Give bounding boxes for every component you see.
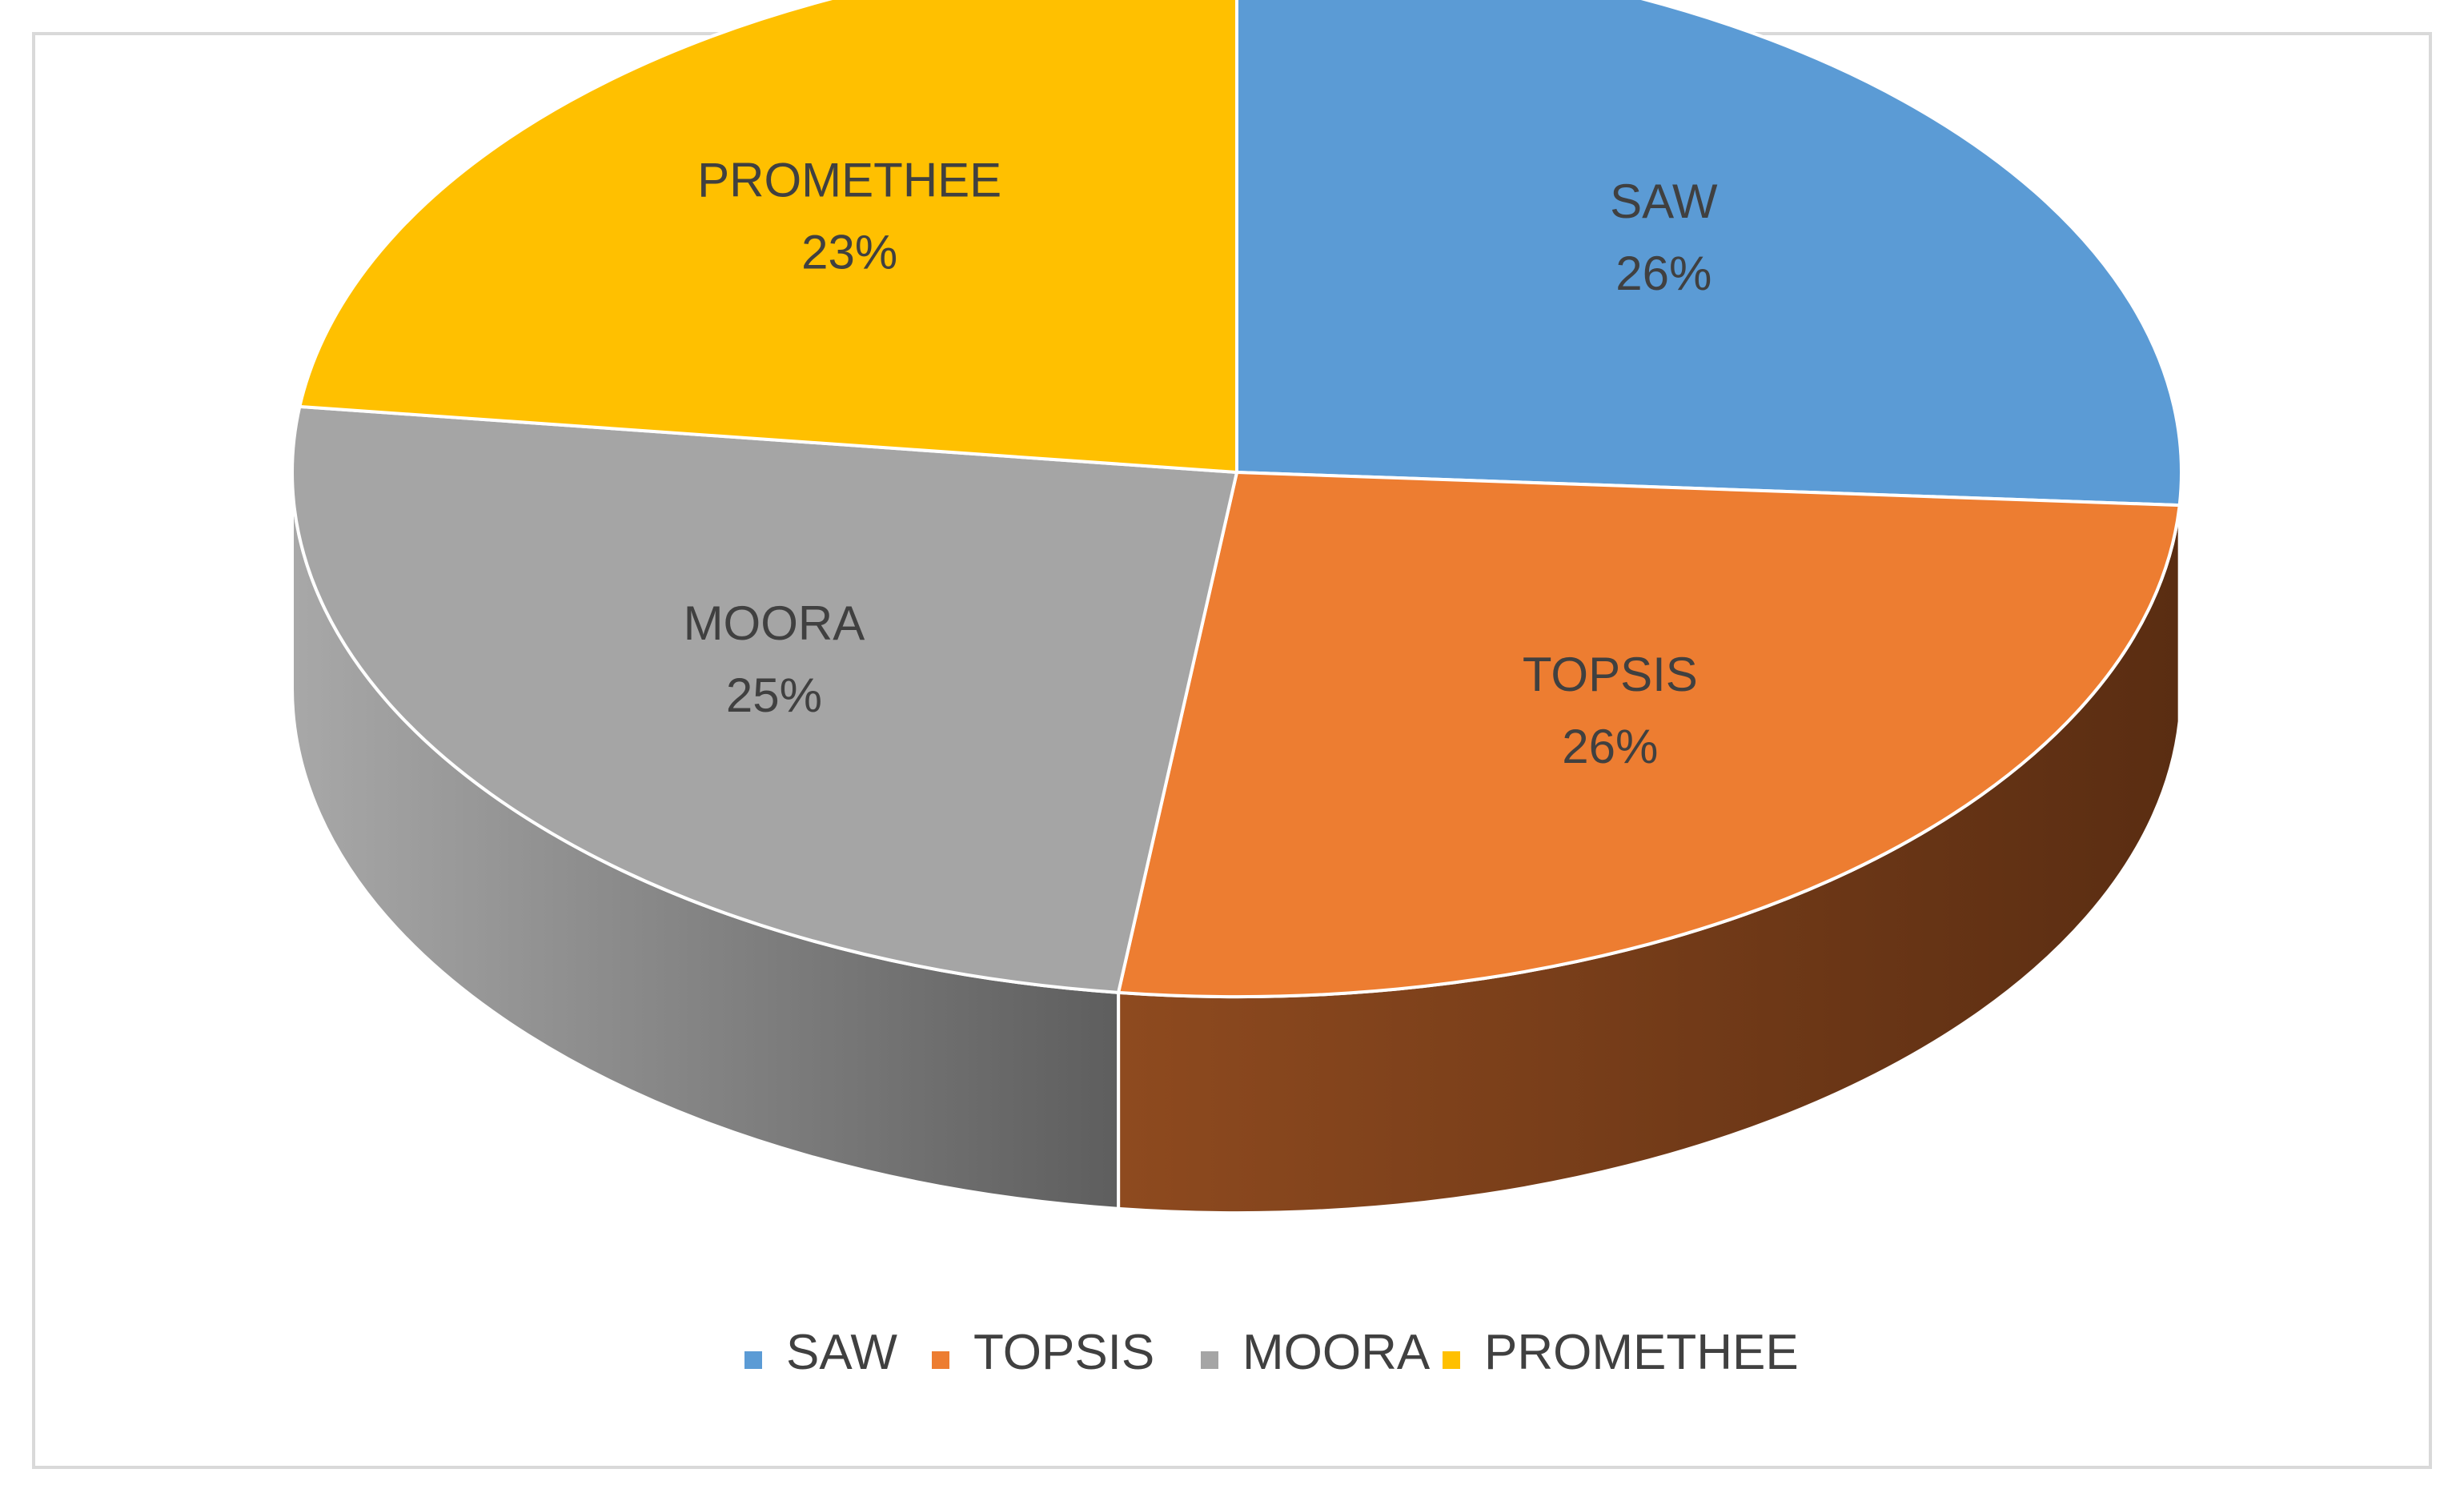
slice-value-topsis: 26% (1562, 720, 1658, 773)
slice-label-promethee: PROMETHEE (697, 153, 1001, 207)
slice-value-moora: 25% (726, 668, 822, 722)
legend-swatch-promethee (1443, 1351, 1460, 1369)
legend-swatch-saw (744, 1351, 762, 1369)
legend-swatch-topsis (932, 1351, 949, 1369)
pie-slices (291, 0, 2183, 998)
pie-slice-moora (291, 404, 1238, 994)
slice-label-saw: SAW (1610, 175, 1718, 228)
legend-label-topsis: TOPSIS (973, 1325, 1154, 1380)
slice-value-promethee: 23% (801, 225, 897, 279)
pie-slice-topsis (1117, 471, 2181, 998)
legend-swatch-moora (1201, 1351, 1218, 1369)
slice-label-topsis: TOPSIS (1523, 648, 1698, 701)
slice-label-moora: MOORA (684, 596, 865, 650)
slice-labels: SAW 26% TOPSIS 26% MOORA 25% PROMETHEE 23% (684, 153, 1718, 773)
legend-label-promethee: PROMETHEE (1484, 1325, 1799, 1380)
pie-slice-promethee (298, 0, 1238, 474)
pie-slice-saw (1235, 0, 2183, 508)
legend-label-saw: SAW (786, 1325, 897, 1380)
legend-label-moora: MOORA (1242, 1325, 1431, 1380)
slice-value-saw: 26% (1615, 247, 1712, 300)
legend: SAW TOPSIS MOORA PROMETHEE (744, 1325, 1799, 1380)
